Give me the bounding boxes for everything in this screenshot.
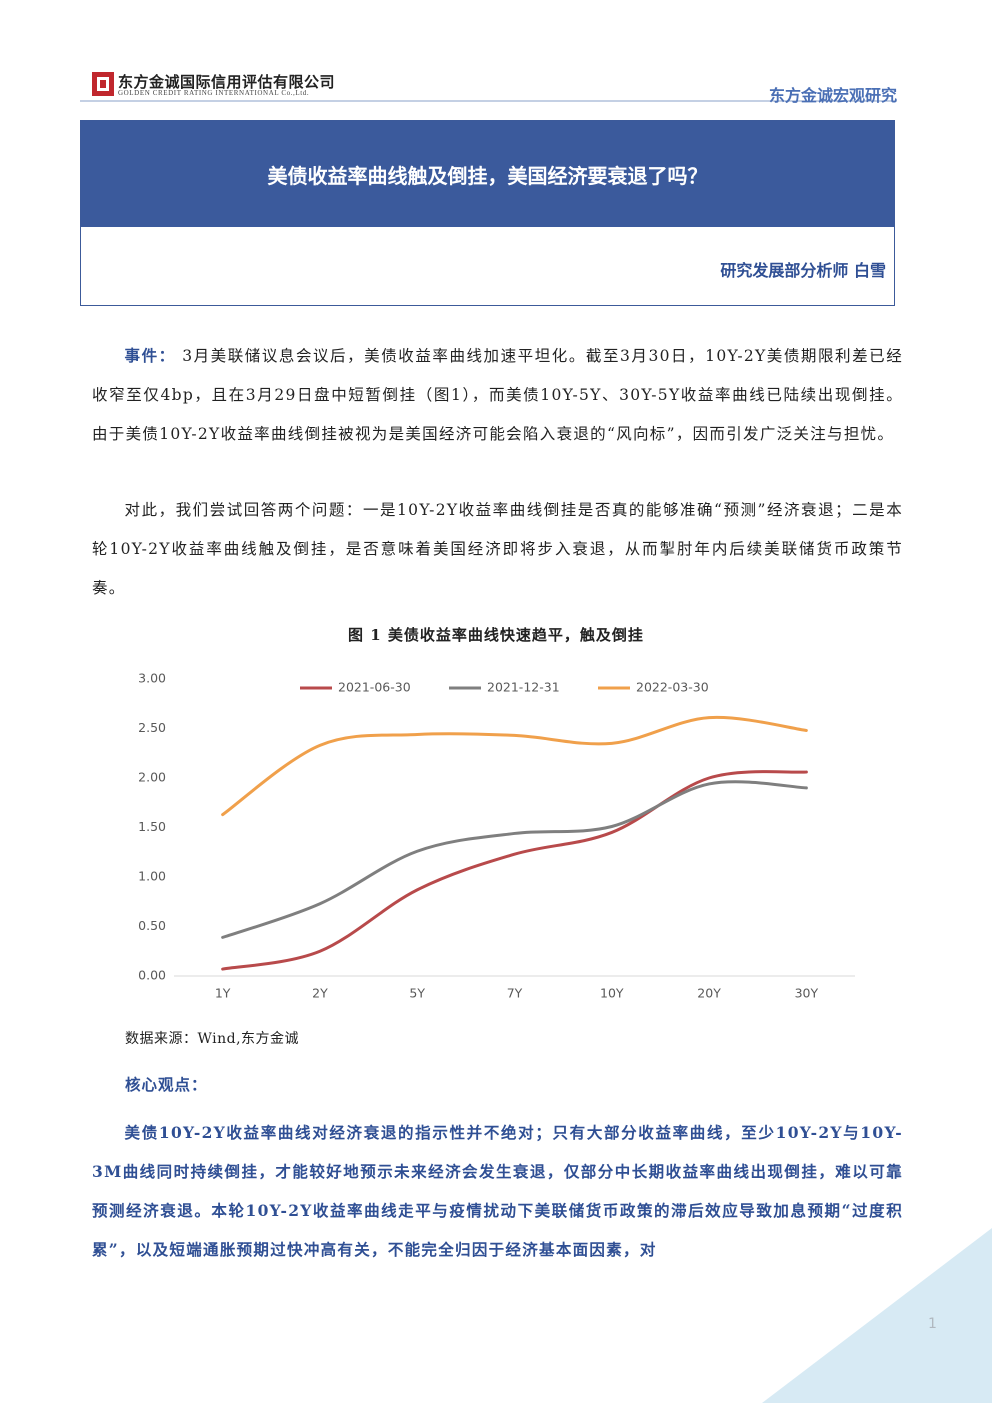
y-tick-label: 1.00 bbox=[138, 869, 166, 884]
x-tick-label: 7Y bbox=[507, 986, 523, 1001]
figure-caption: 图 1 美债收益率曲线快速趋平，触及倒挂 bbox=[348, 626, 644, 644]
paragraph-text: 3月美联储议息会议后，美债收益率曲线加速平坦化。截至3月30日，10Y-2Y美债… bbox=[92, 347, 903, 443]
key-paragraph: 美债10Y-2Y收益率曲线对经济衰退的指示性并不绝对；只有大部分收益率曲线，至少… bbox=[92, 1123, 903, 1259]
paragraph: 事件： 3月美联储议息会议后，美债收益率曲线加速平坦化。截至3月30日，10Y-… bbox=[92, 336, 903, 454]
page-number: 1 bbox=[928, 1316, 937, 1332]
legend-label: 2021-12-31 bbox=[487, 680, 560, 695]
y-tick-label: 0.50 bbox=[138, 918, 166, 933]
logo-icon-core bbox=[100, 80, 106, 88]
x-tick-label: 2Y bbox=[312, 986, 328, 1001]
report-title: 美债收益率曲线触及倒挂，美国经济要衰退了吗？ bbox=[81, 121, 894, 227]
title-box: 美债收益率曲线触及倒挂，美国经济要衰退了吗？ 研究发展部分析师 白雪 bbox=[80, 120, 895, 306]
x-tick-label: 1Y bbox=[215, 986, 231, 1001]
x-tick-label: 5Y bbox=[409, 986, 425, 1001]
y-tick-label: 0.00 bbox=[138, 968, 166, 983]
corner-decoration bbox=[762, 1228, 992, 1403]
paragraph-label: 事件： bbox=[124, 346, 176, 365]
y-tick-label: 2.50 bbox=[138, 720, 166, 735]
legend-label: 2021-06-30 bbox=[338, 680, 411, 695]
series-line bbox=[221, 780, 808, 939]
paragraph: 对此，我们尝试回答两个问题：一是10Y-2Y收益率曲线倒挂是否真的能够准确“预测… bbox=[92, 491, 903, 608]
legend-label: 2022-03-30 bbox=[636, 680, 709, 695]
y-tick-label: 3.00 bbox=[138, 671, 166, 686]
section-heading: 核心观点： bbox=[125, 1075, 208, 1094]
y-tick-label: 2.00 bbox=[138, 770, 166, 785]
x-tick-label: 20Y bbox=[697, 986, 721, 1001]
y-tick-label: 1.50 bbox=[138, 819, 166, 834]
series-line bbox=[221, 770, 808, 971]
paragraph-text: 对此，我们尝试回答两个问题：一是10Y-2Y收益率曲线倒挂是否真的能够准确“预测… bbox=[92, 501, 903, 597]
logo-name-en: GOLDEN CREDIT RATING INTERNATIONAL Co.,L… bbox=[118, 89, 310, 97]
series-name: 东方金诚宏观研究 bbox=[768, 86, 897, 105]
figure-source: 数据来源：Wind,东方金诚 bbox=[125, 1031, 300, 1047]
logo-name: 东方金诚国际信用评估有限公司 bbox=[118, 73, 336, 91]
author: 研究发展部分析师 白雪 bbox=[720, 261, 886, 280]
x-tick-label: 30Y bbox=[795, 986, 819, 1001]
x-tick-label: 10Y bbox=[600, 986, 624, 1001]
series-line bbox=[221, 715, 808, 817]
